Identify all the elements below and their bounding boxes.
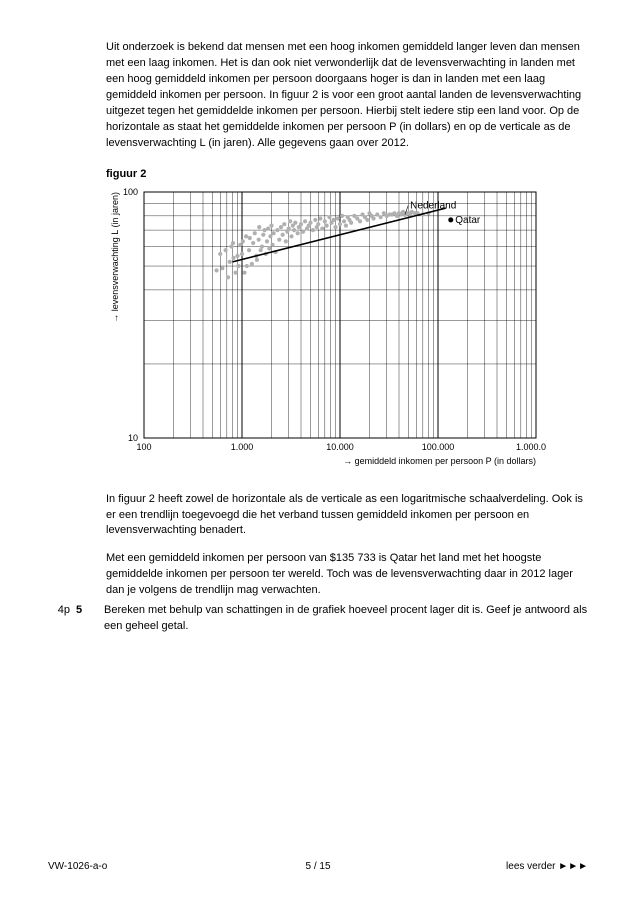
paragraph-after-chart-1: In figuur 2 heeft zowel de horizontale a… bbox=[106, 492, 588, 540]
scatter-chart: Nederland Qatar 100 1.000 10.000 100.000 1.000… bbox=[106, 184, 546, 474]
question-text: Bereken met behulp van schattingen in de… bbox=[104, 603, 588, 635]
svg-text:Qatar: Qatar bbox=[455, 214, 481, 225]
svg-text:1.000.000: 1.000.000 bbox=[516, 442, 546, 452]
footer-right: lees verder ►►► bbox=[506, 861, 588, 872]
svg-text:1.000: 1.000 bbox=[231, 442, 254, 452]
intro-paragraph: Uit onderzoek is bekend dat mensen met e… bbox=[106, 40, 588, 152]
question-points: 4p bbox=[48, 603, 76, 635]
svg-text:→ gemiddeld inkomen per persoo: → gemiddeld inkomen per persoon P (in do… bbox=[343, 456, 536, 466]
svg-text:100.000: 100.000 bbox=[422, 442, 455, 452]
paragraph-after-chart-2: Met een gemiddeld inkomen per persoon va… bbox=[106, 551, 588, 599]
svg-text:Nederland: Nederland bbox=[410, 200, 456, 211]
svg-text:100: 100 bbox=[123, 187, 138, 197]
question-number: 5 bbox=[76, 603, 104, 635]
svg-text:10: 10 bbox=[128, 433, 138, 443]
svg-text:→ levensverwachting L (in jare: → levensverwachting L (in jaren) bbox=[110, 192, 120, 323]
figure-label: figuur 2 bbox=[106, 168, 588, 180]
footer-left: VW-1026-a-o bbox=[48, 861, 107, 872]
svg-text:100: 100 bbox=[136, 442, 151, 452]
page-footer: VW-1026-a-o 5 / 15 lees verder ►►► bbox=[48, 861, 588, 872]
svg-text:10.000: 10.000 bbox=[326, 442, 354, 452]
question-row: 4p 5 Bereken met behulp van schattingen … bbox=[48, 603, 588, 635]
footer-center: 5 / 15 bbox=[305, 861, 330, 872]
